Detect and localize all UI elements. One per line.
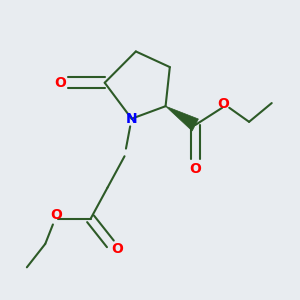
Text: O: O	[218, 97, 230, 111]
Text: O: O	[112, 242, 123, 256]
Text: O: O	[51, 208, 62, 222]
Text: O: O	[54, 76, 66, 90]
Text: N: N	[126, 112, 137, 126]
Polygon shape	[166, 106, 198, 131]
Text: O: O	[189, 162, 201, 176]
